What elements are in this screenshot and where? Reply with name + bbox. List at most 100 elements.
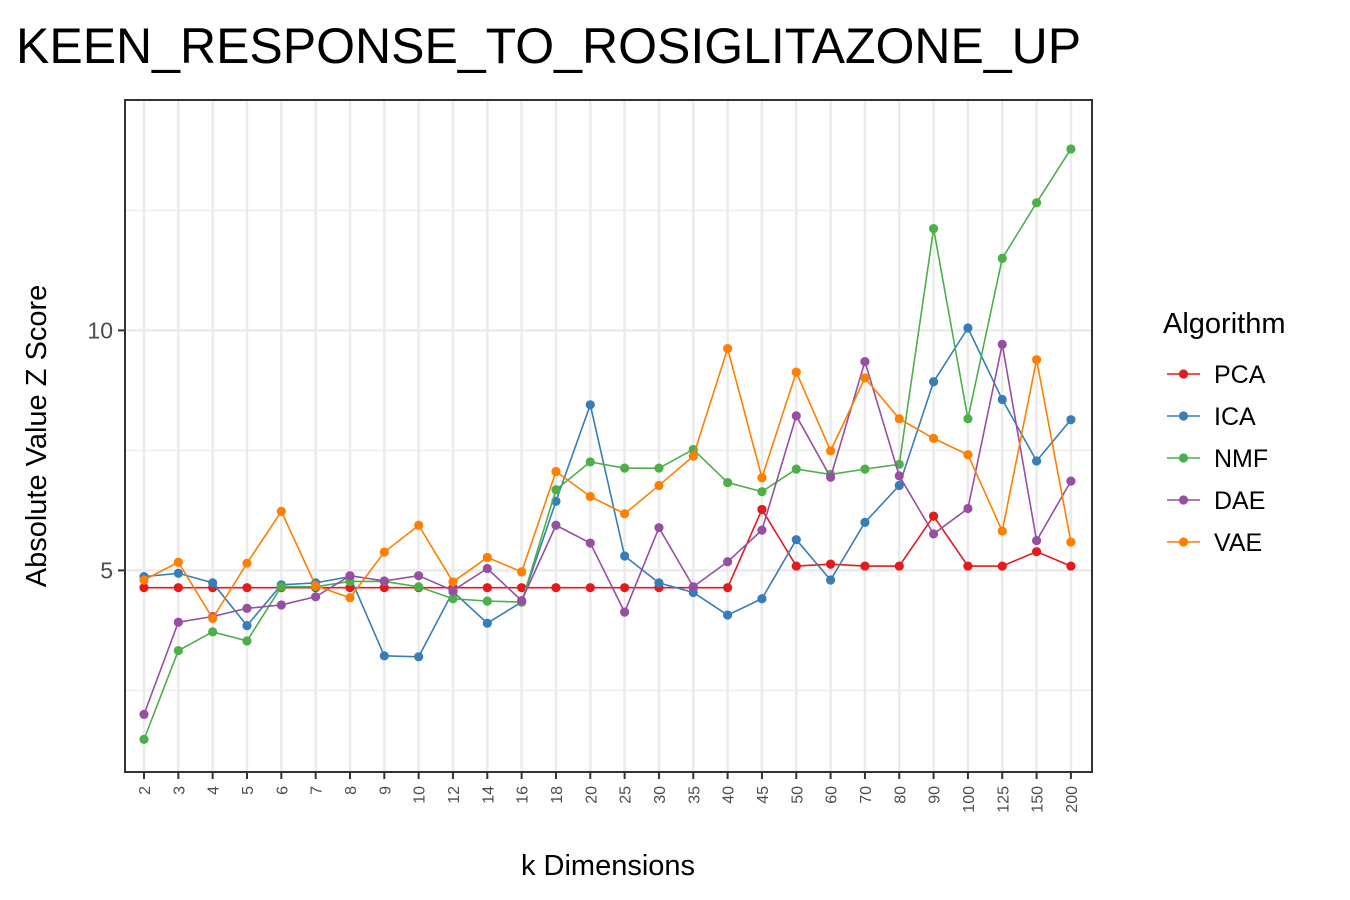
series-layer (139, 144, 1076, 744)
data-point-nmf (585, 457, 595, 467)
data-point-dae (173, 617, 183, 627)
data-point-nmf (963, 414, 973, 424)
series-line-vae (143, 345, 1072, 620)
x-tick-label: 50 (789, 786, 806, 804)
data-point-vae (551, 466, 561, 477)
data-point-dae (139, 709, 149, 720)
data-point-pca (826, 559, 836, 569)
x-tick-label: 80 (892, 786, 909, 804)
x-tick-label: 5 (240, 786, 257, 795)
series-vae (139, 344, 1076, 624)
data-point-pca (585, 583, 595, 593)
series-dae (139, 339, 1076, 720)
x-tick-label: 200 (1064, 786, 1081, 813)
data-point-dae (1066, 476, 1076, 486)
x-tick-label: 125 (995, 786, 1012, 813)
data-point-ica (620, 551, 630, 561)
data-point-nmf (139, 734, 149, 744)
data-point-vae (276, 506, 286, 516)
data-point-vae (791, 367, 801, 377)
x-tick-label: 3 (171, 786, 188, 795)
data-point-nmf (1031, 198, 1042, 208)
data-point-ica (242, 621, 252, 631)
data-point-ica (723, 610, 733, 620)
data-point-dae (551, 520, 561, 530)
legend-label: NMF (1214, 445, 1268, 473)
data-point-dae (826, 472, 836, 482)
data-point-vae (963, 450, 973, 460)
legend-label: PCA (1214, 361, 1266, 389)
data-point-ica (654, 578, 664, 588)
data-point-ica (585, 400, 595, 410)
data-point-dae (242, 603, 252, 613)
data-point-ica (963, 323, 973, 333)
data-point-vae (414, 520, 424, 530)
data-point-nmf (757, 487, 767, 497)
x-tick-label: 30 (652, 786, 669, 804)
data-point-dae (345, 571, 355, 581)
x-tick-label: 8 (343, 786, 360, 795)
data-point-vae (826, 446, 836, 456)
series-ica (139, 323, 1076, 662)
legend-key-point (1178, 411, 1189, 421)
data-point-pca (928, 511, 939, 521)
data-point-pca (242, 583, 252, 593)
data-point-dae (482, 563, 492, 574)
data-point-dae (311, 592, 321, 602)
data-point-pca (551, 583, 561, 593)
data-point-nmf (208, 627, 218, 637)
x-tick-label: 2 (137, 786, 154, 795)
data-point-vae (345, 593, 355, 603)
x-tick-label: 12 (446, 786, 463, 804)
y-tick-label: 5 (100, 557, 113, 583)
data-point-nmf (1066, 144, 1076, 154)
data-point-nmf (654, 463, 664, 473)
data-point-ica (482, 618, 492, 628)
x-tick-label: 35 (686, 786, 703, 804)
data-point-dae (757, 525, 767, 535)
legend-key-point (1178, 369, 1189, 379)
data-point-dae (928, 529, 939, 539)
data-point-pca (860, 561, 870, 571)
legend-title: Algorithm (1163, 308, 1286, 340)
data-point-vae (688, 451, 698, 461)
data-point-dae (894, 471, 904, 481)
data-point-ica (1066, 415, 1076, 425)
data-point-dae (791, 411, 801, 421)
y-axis-title: Absolute Value Z Score (21, 285, 53, 588)
data-point-ica (894, 480, 904, 491)
data-point-pca (723, 583, 733, 593)
data-point-pca (482, 583, 492, 593)
data-point-vae (723, 344, 733, 354)
plot-border (124, 99, 1093, 773)
x-axis: 2 3 4 5 6 7 8 9 10 12 14 16 18 20 25 30 35 40 45 50 60 70 80 90… (137, 772, 1081, 813)
data-point-dae (688, 582, 698, 592)
series-line-dae (143, 344, 1072, 715)
data-point-ica (928, 377, 939, 387)
legend-label: DAE (1214, 487, 1265, 515)
data-point-vae (517, 567, 527, 577)
plot-panel (124, 99, 1093, 773)
data-point-vae (860, 373, 870, 383)
data-point-ica (791, 535, 801, 545)
legend: Algorithm PCA ICA NMF DAE VAE (1163, 308, 1286, 557)
data-point-nmf (723, 477, 733, 488)
data-point-pca (791, 561, 801, 571)
data-point-dae (723, 557, 733, 567)
x-tick-label: 25 (618, 786, 635, 804)
data-point-ica (757, 594, 767, 604)
data-point-ica (379, 651, 389, 661)
data-point-nmf (791, 464, 801, 474)
legend-item-nmf: NMF (1167, 445, 1268, 473)
x-tick-label: 70 (858, 786, 875, 804)
x-tick-label: 4 (206, 786, 223, 795)
x-tick-label: 90 (927, 786, 944, 804)
x-tick-label: 60 (824, 786, 841, 804)
data-point-ica (826, 575, 836, 585)
data-point-vae (139, 575, 149, 585)
data-point-pca (757, 504, 767, 515)
x-tick-label: 40 (721, 786, 738, 804)
data-point-ica (860, 517, 870, 528)
data-point-dae (414, 571, 424, 581)
data-point-dae (517, 596, 527, 606)
